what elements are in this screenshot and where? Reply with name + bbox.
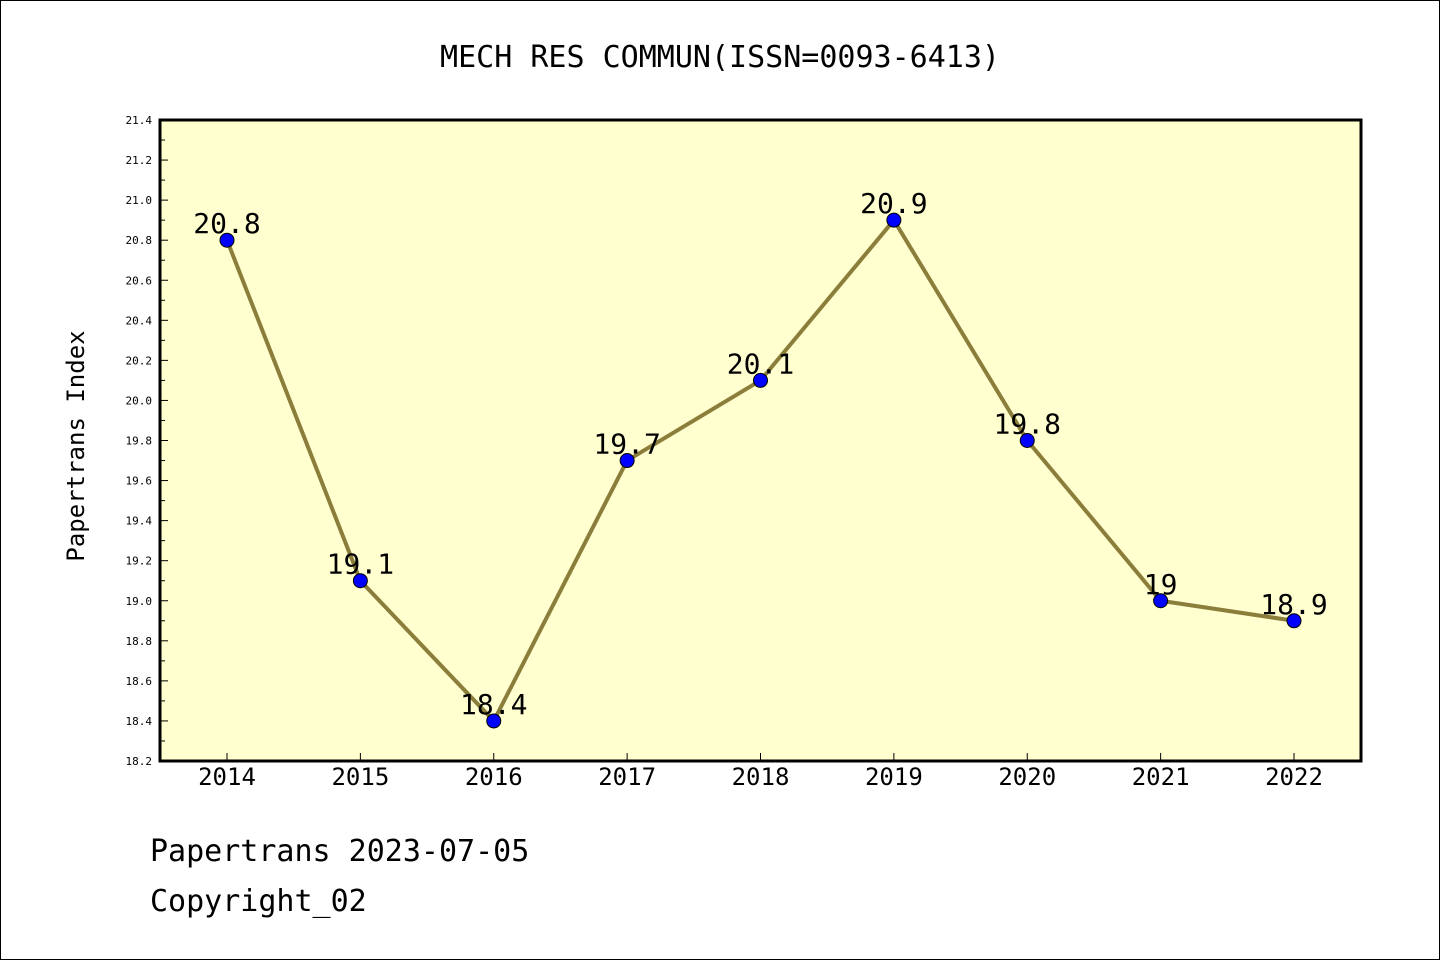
data-label: 19.8	[994, 408, 1061, 441]
y-tick-label: 19.8	[126, 435, 153, 448]
y-tick-label: 20.0	[126, 394, 153, 407]
y-tick-label: 21.4	[126, 114, 153, 127]
x-tick-label: 2014	[198, 763, 256, 791]
y-tick-label: 18.6	[126, 675, 153, 688]
y-tick-label: 21.2	[126, 154, 153, 167]
data-point-marker	[1286, 613, 1302, 629]
y-tick-label: 19.6	[126, 475, 153, 488]
data-label: 20.1	[727, 347, 794, 380]
x-tick-label: 2018	[732, 763, 790, 791]
y-tick-label: 19.2	[126, 555, 153, 568]
data-point-marker	[753, 372, 768, 388]
data-point-marker	[219, 232, 235, 248]
y-tick-label: 18.4	[126, 715, 153, 728]
y-tick-label: 19.0	[126, 595, 153, 608]
data-label: 20.8	[193, 207, 260, 240]
data-point-marker	[619, 453, 635, 469]
y-tick-label: 21.0	[126, 194, 153, 207]
y-tick-label: 20.2	[126, 354, 153, 367]
series-layer: 20.8 19.1 18.4 19.7 20.1 20.9 19.8 19 18.9	[193, 187, 1328, 729]
y-tick-label: 18.8	[126, 635, 153, 648]
data-label: 19.7	[593, 428, 660, 461]
data-label: 18.9	[1260, 588, 1327, 621]
y-tick-label: 20.4	[126, 314, 153, 327]
x-tick-label: 2017	[598, 763, 656, 791]
x-tick-label: 2019	[865, 763, 923, 791]
plot-border	[158, 118, 1363, 763]
x-tick-label: 2021	[1132, 763, 1190, 791]
data-point-marker	[486, 713, 502, 729]
x-tick-label: 2015	[331, 763, 389, 791]
data-point-marker	[1019, 433, 1035, 448]
data-point-marker	[886, 212, 902, 228]
plot-area	[160, 120, 1361, 761]
y-tick-label: 20.6	[126, 274, 153, 287]
y-tick-label: 19.4	[126, 515, 153, 528]
data-label: 20.9	[860, 187, 927, 220]
data-label: 18.4	[460, 688, 527, 721]
x-tick-label: 2020	[998, 763, 1056, 791]
x-tick-label: 2022	[1265, 763, 1323, 791]
y-axis-label: Papertrans Index	[62, 330, 90, 561]
data-label: 19	[1144, 568, 1178, 601]
data-point-marker	[1153, 593, 1169, 609]
x-axis: 2014 2015 2016 2017 2018 2019 2020 2021 2022	[198, 753, 1323, 791]
data-point-marker	[352, 573, 368, 589]
chart-title: MECH RES COMMUN(ISSN=0093-6413)	[440, 40, 1000, 75]
y-tick-label: 18.2	[126, 755, 153, 768]
footer-date-line: Papertrans 2023-07-05	[150, 834, 530, 869]
x-tick-label: 2016	[465, 763, 523, 791]
y-tick-label: 20.8	[126, 234, 153, 247]
footer-copyright-line: Copyright_02	[150, 884, 367, 919]
data-label: 19.1	[327, 548, 394, 581]
